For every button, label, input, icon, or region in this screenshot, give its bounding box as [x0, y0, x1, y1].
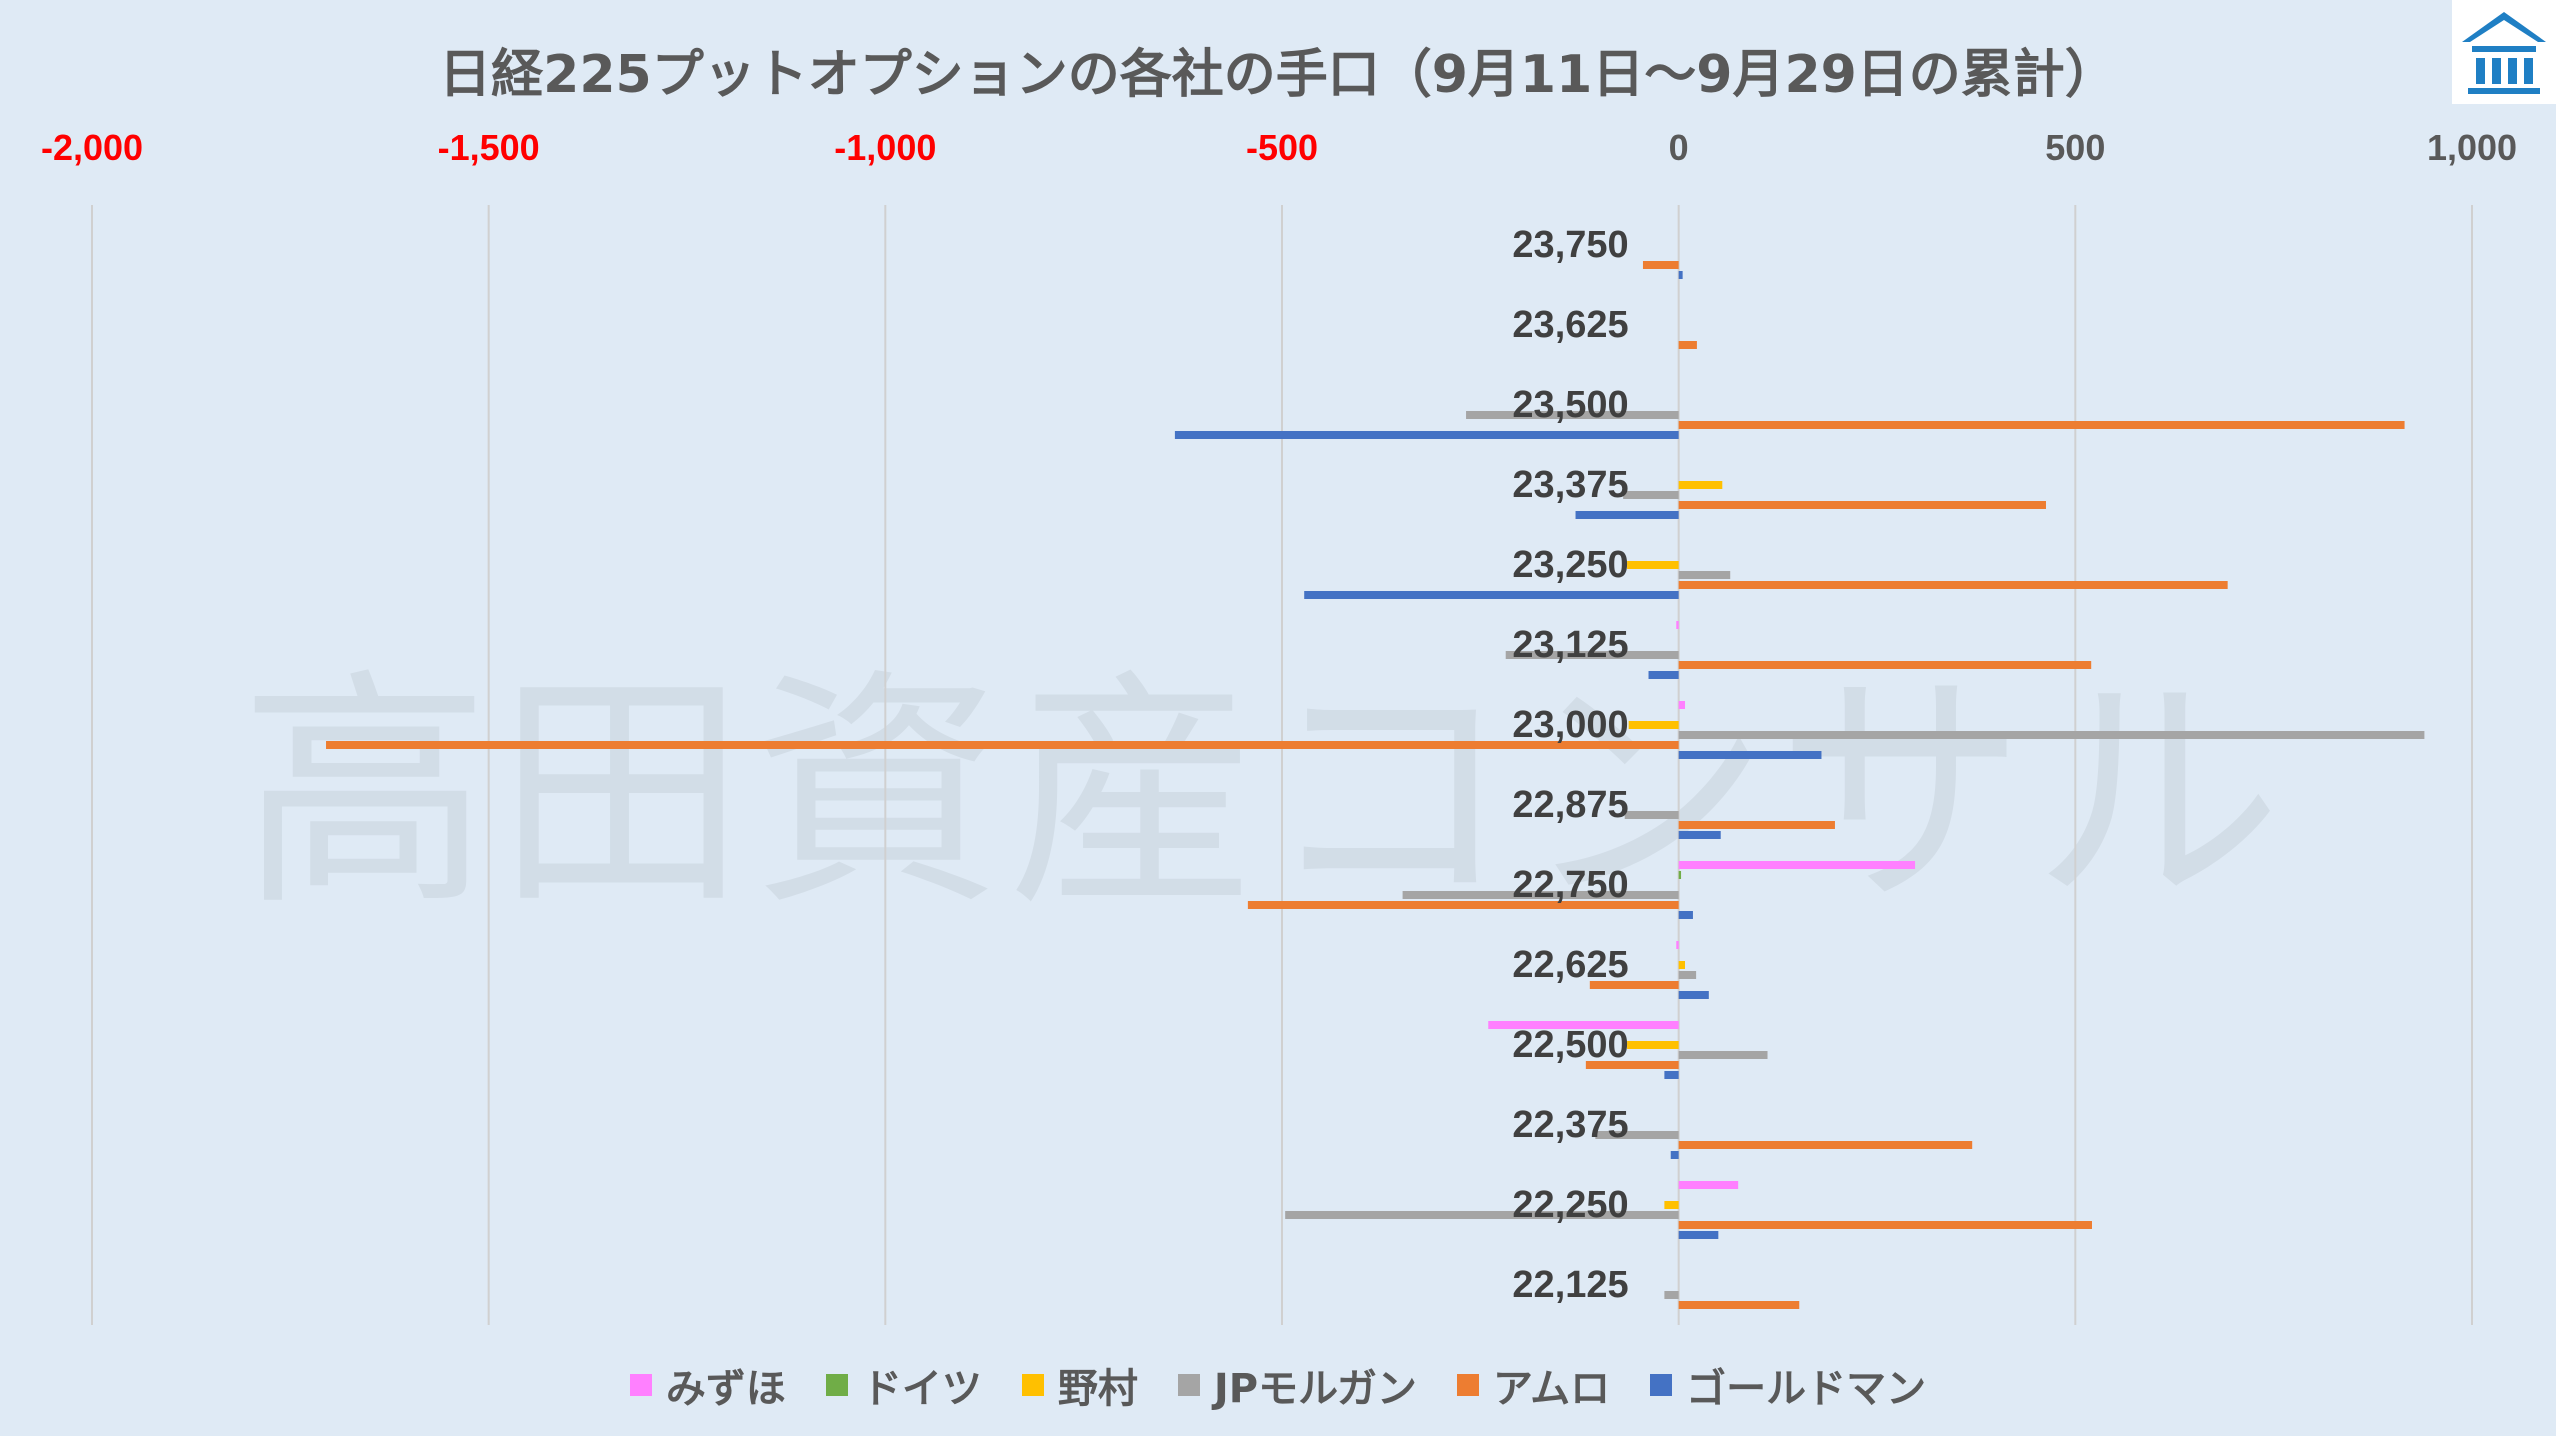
chart-title: 日経225プットオプションの各社の手口（9月11日～9月29日の累計） — [439, 45, 2117, 105]
legend-label: JPモルガン — [1213, 1366, 1417, 1412]
x-tick-label: -2,000 — [41, 127, 143, 168]
bar — [1678, 271, 1683, 279]
bar — [1664, 1071, 1679, 1079]
building-logo — [2452, 0, 2556, 104]
bar — [1678, 1181, 1739, 1189]
bar — [326, 741, 1679, 749]
bar — [1285, 1211, 1679, 1219]
bar — [1670, 1151, 1679, 1159]
bar — [1627, 1041, 1679, 1049]
x-tick-label: 500 — [2045, 127, 2105, 168]
bar — [1676, 621, 1679, 629]
bar — [1678, 581, 2228, 589]
bar — [1575, 511, 1679, 519]
legend-swatch — [825, 1374, 848, 1396]
bar — [1678, 701, 1686, 709]
bar — [1642, 261, 1679, 269]
category-label: 23,250 — [1512, 544, 1628, 586]
legend-swatch — [629, 1374, 652, 1396]
bar — [1664, 1291, 1679, 1299]
bar — [1678, 661, 2092, 669]
category-label: 22,625 — [1512, 944, 1628, 986]
x-tick-label: 0 — [1669, 127, 1689, 168]
legend-item: JPモルガン — [1177, 1356, 1417, 1414]
x-tick-label: -500 — [1246, 127, 1318, 168]
legend-item: ゴールドマン — [1650, 1356, 1926, 1414]
bar — [1678, 1301, 1800, 1309]
legend-label: 野村 — [1057, 1366, 1138, 1412]
legend-swatch — [1456, 1374, 1479, 1396]
bar — [1678, 821, 1835, 829]
legend-swatch — [1177, 1374, 1200, 1396]
bar — [1488, 1021, 1679, 1029]
bar — [1678, 861, 1916, 869]
category-label: 23,375 — [1512, 464, 1628, 506]
bar — [1664, 1201, 1679, 1209]
bar — [1678, 501, 2046, 509]
bar — [1174, 431, 1679, 439]
bar — [1595, 1131, 1679, 1139]
bar — [1678, 1141, 1973, 1149]
bar — [1678, 341, 1697, 349]
bar — [1585, 1061, 1679, 1069]
bar — [1402, 891, 1679, 899]
category-label: 23,000 — [1512, 704, 1628, 746]
bar — [1678, 421, 2405, 429]
bar — [1466, 411, 1679, 419]
bar — [1247, 901, 1679, 909]
category-label: 22,500 — [1512, 1024, 1628, 1066]
legend-label: ゴールドマン — [1686, 1366, 1927, 1412]
category-label: 22,125 — [1512, 1264, 1628, 1306]
bar — [1678, 1231, 1719, 1239]
legend-item: アムロ — [1456, 1356, 1611, 1414]
chart-canvas: -2,000 -1,500 -1,000 -500 0 500 1,000 23,750 23,… — [41, 127, 2517, 1325]
bar — [1624, 811, 1679, 819]
bar — [1505, 651, 1679, 659]
bar — [1678, 731, 2425, 739]
bar — [1628, 721, 1679, 729]
bar — [1678, 571, 1731, 579]
bar — [1678, 971, 1697, 979]
legend-item: みずほ — [629, 1356, 786, 1414]
x-tick-label: -1,500 — [438, 127, 540, 168]
category-label: 22,375 — [1512, 1104, 1628, 1146]
watermark: 高田資産コンサル — [240, 648, 2288, 939]
category-label: 23,625 — [1512, 304, 1628, 346]
legend-item: ドイツ — [825, 1356, 982, 1414]
bar — [1678, 1221, 2092, 1229]
bar — [1678, 871, 1682, 879]
bar — [1304, 591, 1679, 599]
bar — [1678, 831, 1721, 839]
legend-label: ドイツ — [861, 1366, 982, 1412]
x-tick-label: -1,000 — [834, 127, 936, 168]
bar — [1627, 561, 1679, 569]
bar — [1648, 671, 1679, 679]
bar — [1678, 481, 1723, 489]
category-label: 23,125 — [1512, 624, 1628, 666]
bar — [1678, 961, 1686, 969]
bar — [1678, 1051, 1768, 1059]
category-label: 23,500 — [1512, 384, 1628, 426]
category-label: 22,750 — [1512, 864, 1628, 906]
bar — [1676, 941, 1679, 949]
bar — [1623, 491, 1679, 499]
chart-legend: みずほ ドイツ 野村 JPモルガン アムロ ゴールドマン — [0, 1356, 2556, 1414]
category-label: 23,750 — [1512, 224, 1628, 266]
bar — [1678, 991, 1709, 999]
x-tick-label: 1,000 — [2427, 127, 2517, 168]
bar — [1589, 981, 1679, 989]
legend-item: 野村 — [1021, 1356, 1138, 1414]
legend-swatch — [1650, 1374, 1673, 1396]
legend-label: みずほ — [665, 1366, 786, 1412]
bar — [1678, 911, 1693, 919]
category-label: 22,875 — [1512, 784, 1628, 826]
legend-swatch — [1021, 1374, 1044, 1396]
category-label: 22,250 — [1512, 1184, 1628, 1226]
legend-label: アムロ — [1492, 1366, 1611, 1412]
bar — [1678, 751, 1822, 759]
